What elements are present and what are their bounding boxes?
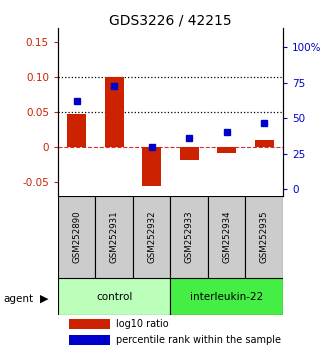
Bar xyxy=(69,335,110,346)
Bar xyxy=(58,196,95,278)
Text: ▶: ▶ xyxy=(40,294,49,304)
Text: GSM252931: GSM252931 xyxy=(110,211,119,263)
Bar xyxy=(180,147,199,160)
Bar xyxy=(69,319,110,329)
Bar xyxy=(67,114,86,147)
Bar xyxy=(95,196,133,278)
Text: agent: agent xyxy=(3,294,33,304)
Text: GSM252935: GSM252935 xyxy=(260,211,269,263)
Text: GSM252932: GSM252932 xyxy=(147,211,156,263)
Bar xyxy=(142,147,161,186)
Text: control: control xyxy=(96,292,132,302)
Bar xyxy=(105,76,123,147)
Title: GDS3226 / 42215: GDS3226 / 42215 xyxy=(109,13,232,27)
Text: log10 ratio: log10 ratio xyxy=(117,319,169,329)
Bar xyxy=(217,147,236,153)
Bar xyxy=(246,196,283,278)
Text: GSM252934: GSM252934 xyxy=(222,211,231,263)
Bar xyxy=(208,196,246,278)
Text: percentile rank within the sample: percentile rank within the sample xyxy=(117,335,281,345)
Bar xyxy=(170,278,283,315)
Bar xyxy=(133,196,170,278)
Bar xyxy=(255,140,274,147)
Bar xyxy=(58,278,170,315)
Text: GSM252933: GSM252933 xyxy=(185,211,194,263)
Text: GSM252890: GSM252890 xyxy=(72,211,81,263)
Bar xyxy=(170,196,208,278)
Text: interleukin-22: interleukin-22 xyxy=(190,292,263,302)
